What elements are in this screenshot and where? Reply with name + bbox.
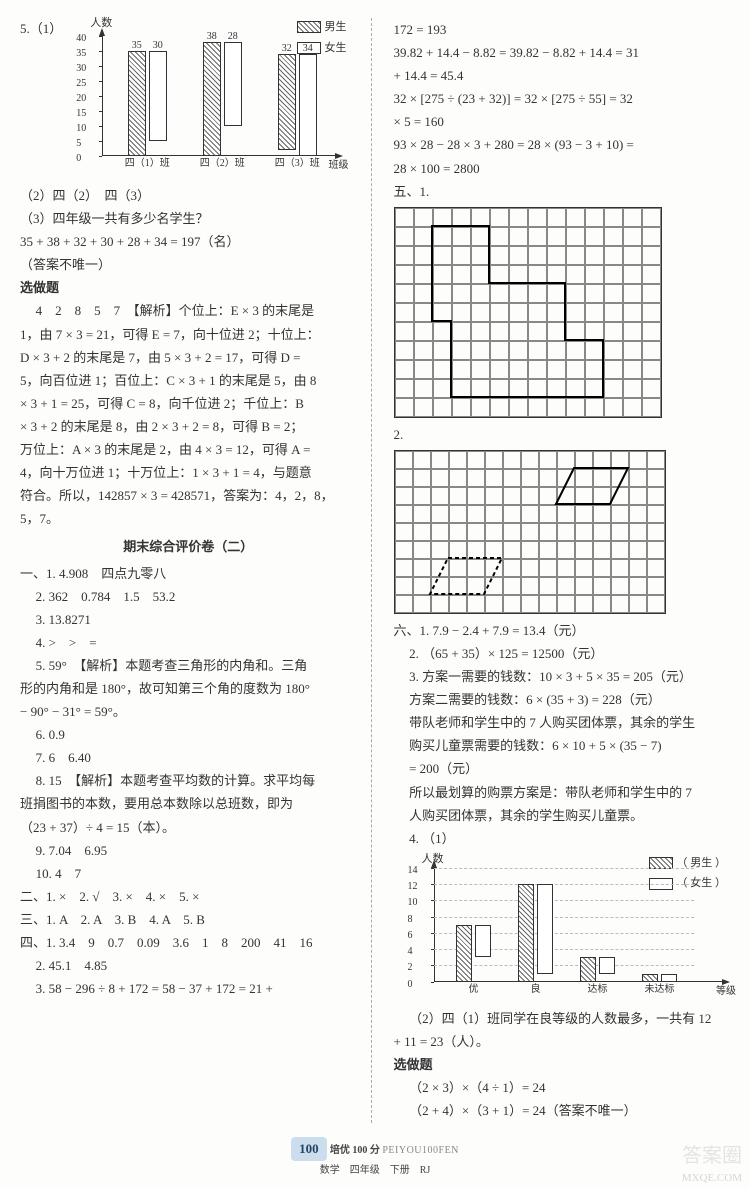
xj: 5，7。 xyxy=(20,508,357,530)
s1-9: 9. 7.04 6.95 xyxy=(20,840,357,862)
q5-2: （2）四（2） 四（3） xyxy=(20,185,357,207)
s1-3: 3. 13.8271 xyxy=(20,609,357,631)
footer-sub: 数学 四年级 下册 RJ xyxy=(20,1162,730,1179)
s4-3: 3. 58 − 296 ÷ 8 + 172 = 58 − 37 + 172 = … xyxy=(20,978,357,1000)
footer-title: 培优 100 分 xyxy=(330,1145,383,1156)
r2a: 32 × [275 ÷ (23 + 32)] = 32 × [275 ÷ 55]… xyxy=(394,88,731,110)
page-number: 100 xyxy=(291,1137,327,1161)
r6-4: 4. （1） xyxy=(394,828,731,850)
r1b: + 14.4 = 45.4 xyxy=(394,65,731,87)
s1-4: 4. > > = xyxy=(20,632,357,654)
r1a: 39.82 + 14.4 − 8.82 = 39.82 − 8.82 + 14.… xyxy=(394,42,731,64)
chart1-axes: 班级 0510152025303540 3530四（1）班3828四（2）班32… xyxy=(102,36,334,156)
r6-3c: 带队老师和学生中的 7 人购买团体票，其余的学生 xyxy=(394,712,731,734)
r6-3d: 购买儿童票需要的钱数：6 × 10 + 5 × (35 − 7) xyxy=(394,735,731,757)
r3a: 93 × 28 − 28 × 3 + 280 = 28 × (93 − 3 + … xyxy=(394,134,731,156)
q5-label: 5.（1） xyxy=(20,18,62,40)
xc: D × 3 + 2 的末尾是 7，由 5 × 3 + 2 = 17，可得 D = xyxy=(20,347,357,369)
r6-3e: = 200（元） xyxy=(394,758,731,780)
xb: 1，由 7 × 3 = 21，可得 E = 7，向十位进 2；十位上： xyxy=(20,324,357,346)
r6-3a: 3. 方案一需要的钱数：10 × 3 + 5 × 35 = 205（元） xyxy=(394,666,731,688)
xi: 符合。所以，142857 × 3 = 428571，答案为：4，2，8， xyxy=(20,485,357,507)
r6-1: 六、1. 7.9 − 2.4 + 7.9 = 13.4（元） xyxy=(394,620,731,642)
s4-2: 2. 45.1 4.85 xyxy=(20,955,357,977)
s1-8b: 班捐图书的本数，要用总本数除以总班数，即为 xyxy=(20,793,357,815)
xuanzuo-title: 选做题 xyxy=(20,277,357,299)
r6-4c: + 11 = 23（人）。 xyxy=(394,1031,731,1053)
s1-5a: 5. 59° 【解析】本题考查三角形的内角和。三角 xyxy=(20,655,357,677)
s1-8a: 8. 15 【解析】本题考查平均数的计算。求平均每 xyxy=(20,770,357,792)
q5-3-note: （答案不唯一） xyxy=(20,254,357,276)
xg: 万位上：A × 3 的末尾是 2，由 4 × 3 = 12，可得 A = xyxy=(20,439,357,461)
s4-1: 四、1. 3.4 9 0.7 0.09 3.6 1 8 200 41 16 xyxy=(20,932,357,954)
x2: （2 + 4）×（3 + 1）= 24（答案不唯一） xyxy=(394,1100,731,1122)
q5-3: （3）四年级一共有多少名学生？ xyxy=(20,208,357,230)
legend-swatch-boys xyxy=(297,21,321,33)
right-column: 172 = 193 39.82 + 14.4 − 8.82 = 39.82 − … xyxy=(390,18,731,1123)
s1-8c: （23 + 37）÷ 4 = 15（本）。 xyxy=(20,817,357,839)
page-columns: 5.（1） 男生 女生 人数 班级 0510152025303540 3530四… xyxy=(20,18,730,1123)
chart-q5: 男生 女生 人数 班级 0510152025303540 3530四（1）班38… xyxy=(62,18,356,178)
q5-3-calc: 35 + 38 + 32 + 30 + 28 + 34 = 197（名） xyxy=(20,231,357,253)
page-footer: 100 培优 100 分 PEIYOU100FEN 数学 四年级 下册 RJ xyxy=(20,1137,730,1179)
chart2-axes: 等级 02468101214 优良达标未达标 xyxy=(434,868,723,982)
s1-2: 2. 362 0.784 1.5 53.2 xyxy=(20,586,357,608)
s3: 三、1. A 2. A 3. B 4. A 5. B xyxy=(20,909,357,931)
chart-q6-4: （ 男生 ） （ 女生 ） 人数 等级 02468101214 优良达标未达标 xyxy=(394,854,731,1004)
xh: 4，向十万位进 1；十万位上：1 × 3 + 1 = 4，与题意 xyxy=(20,462,357,484)
xuanzuo-title-r: 选做题 xyxy=(394,1054,731,1076)
footer-pinyin: PEIYOU100FEN xyxy=(382,1145,459,1156)
r2b: × 5 = 160 xyxy=(394,111,731,133)
r6-2: 2. （65 + 35）× 125 = 12500（元） xyxy=(394,643,731,665)
s1-7: 7. 6 6.40 xyxy=(20,747,357,769)
watermark-url: MXQE.COM xyxy=(682,1169,742,1188)
left-column: 5.（1） 男生 女生 人数 班级 0510152025303540 3530四… xyxy=(20,18,372,1123)
r4: 五、1. xyxy=(394,181,731,203)
r3b: 28 × 100 = 2800 xyxy=(394,158,731,180)
r6-3g: 人购买团体票，其余的学生购买儿童票。 xyxy=(394,805,731,827)
mid-title: 期末综合评价卷（二） xyxy=(20,536,357,558)
s1-1: 一、1. 4.908 四点九零八 xyxy=(20,563,357,585)
r6-3b: 方案二需要的钱数：6 × (35 + 3) = 228（元） xyxy=(394,689,731,711)
s1-6: 6. 0.9 xyxy=(20,724,357,746)
grid-1 xyxy=(394,207,731,418)
s1-5b: 形的内角和是 180°，故可知第三个角的度数为 180° xyxy=(20,678,357,700)
r5: 2. xyxy=(394,424,731,446)
xd: 5，向百位进 1；百位上：C × 3 + 1 的末尾是 5，由 8 xyxy=(20,370,357,392)
s1-10: 10. 4 7 xyxy=(20,863,357,885)
legend-boys: 男生 xyxy=(325,18,347,37)
xf: × 3 + 2 的末尾是 8，由 2 × 3 + 2 = 8，可得 B = 2； xyxy=(20,416,357,438)
s2: 二、1. × 2. √ 3. × 4. × 5. × xyxy=(20,886,357,908)
r6-4b: （2）四（1）班同学在良等级的人数最多，一共有 12 xyxy=(394,1008,731,1030)
r6-3f: 所以最划算的购票方案是：带队老师和学生中的 7 xyxy=(394,782,731,804)
r0: 172 = 193 xyxy=(394,19,731,41)
chart2-xlabel: 等级 xyxy=(716,983,736,1000)
grid-2 xyxy=(394,450,731,614)
xa: 4 2 8 5 7 【解析】个位上：E × 3 的末尾是 xyxy=(20,300,357,322)
xe: × 3 + 1 = 25，可得 C = 8，向千位进 2；千位上：B xyxy=(20,393,357,415)
s1-5c: − 90° − 31° = 59°。 xyxy=(20,701,357,723)
x1: （2 × 3）×（4 ÷ 1）= 24 xyxy=(394,1077,731,1099)
